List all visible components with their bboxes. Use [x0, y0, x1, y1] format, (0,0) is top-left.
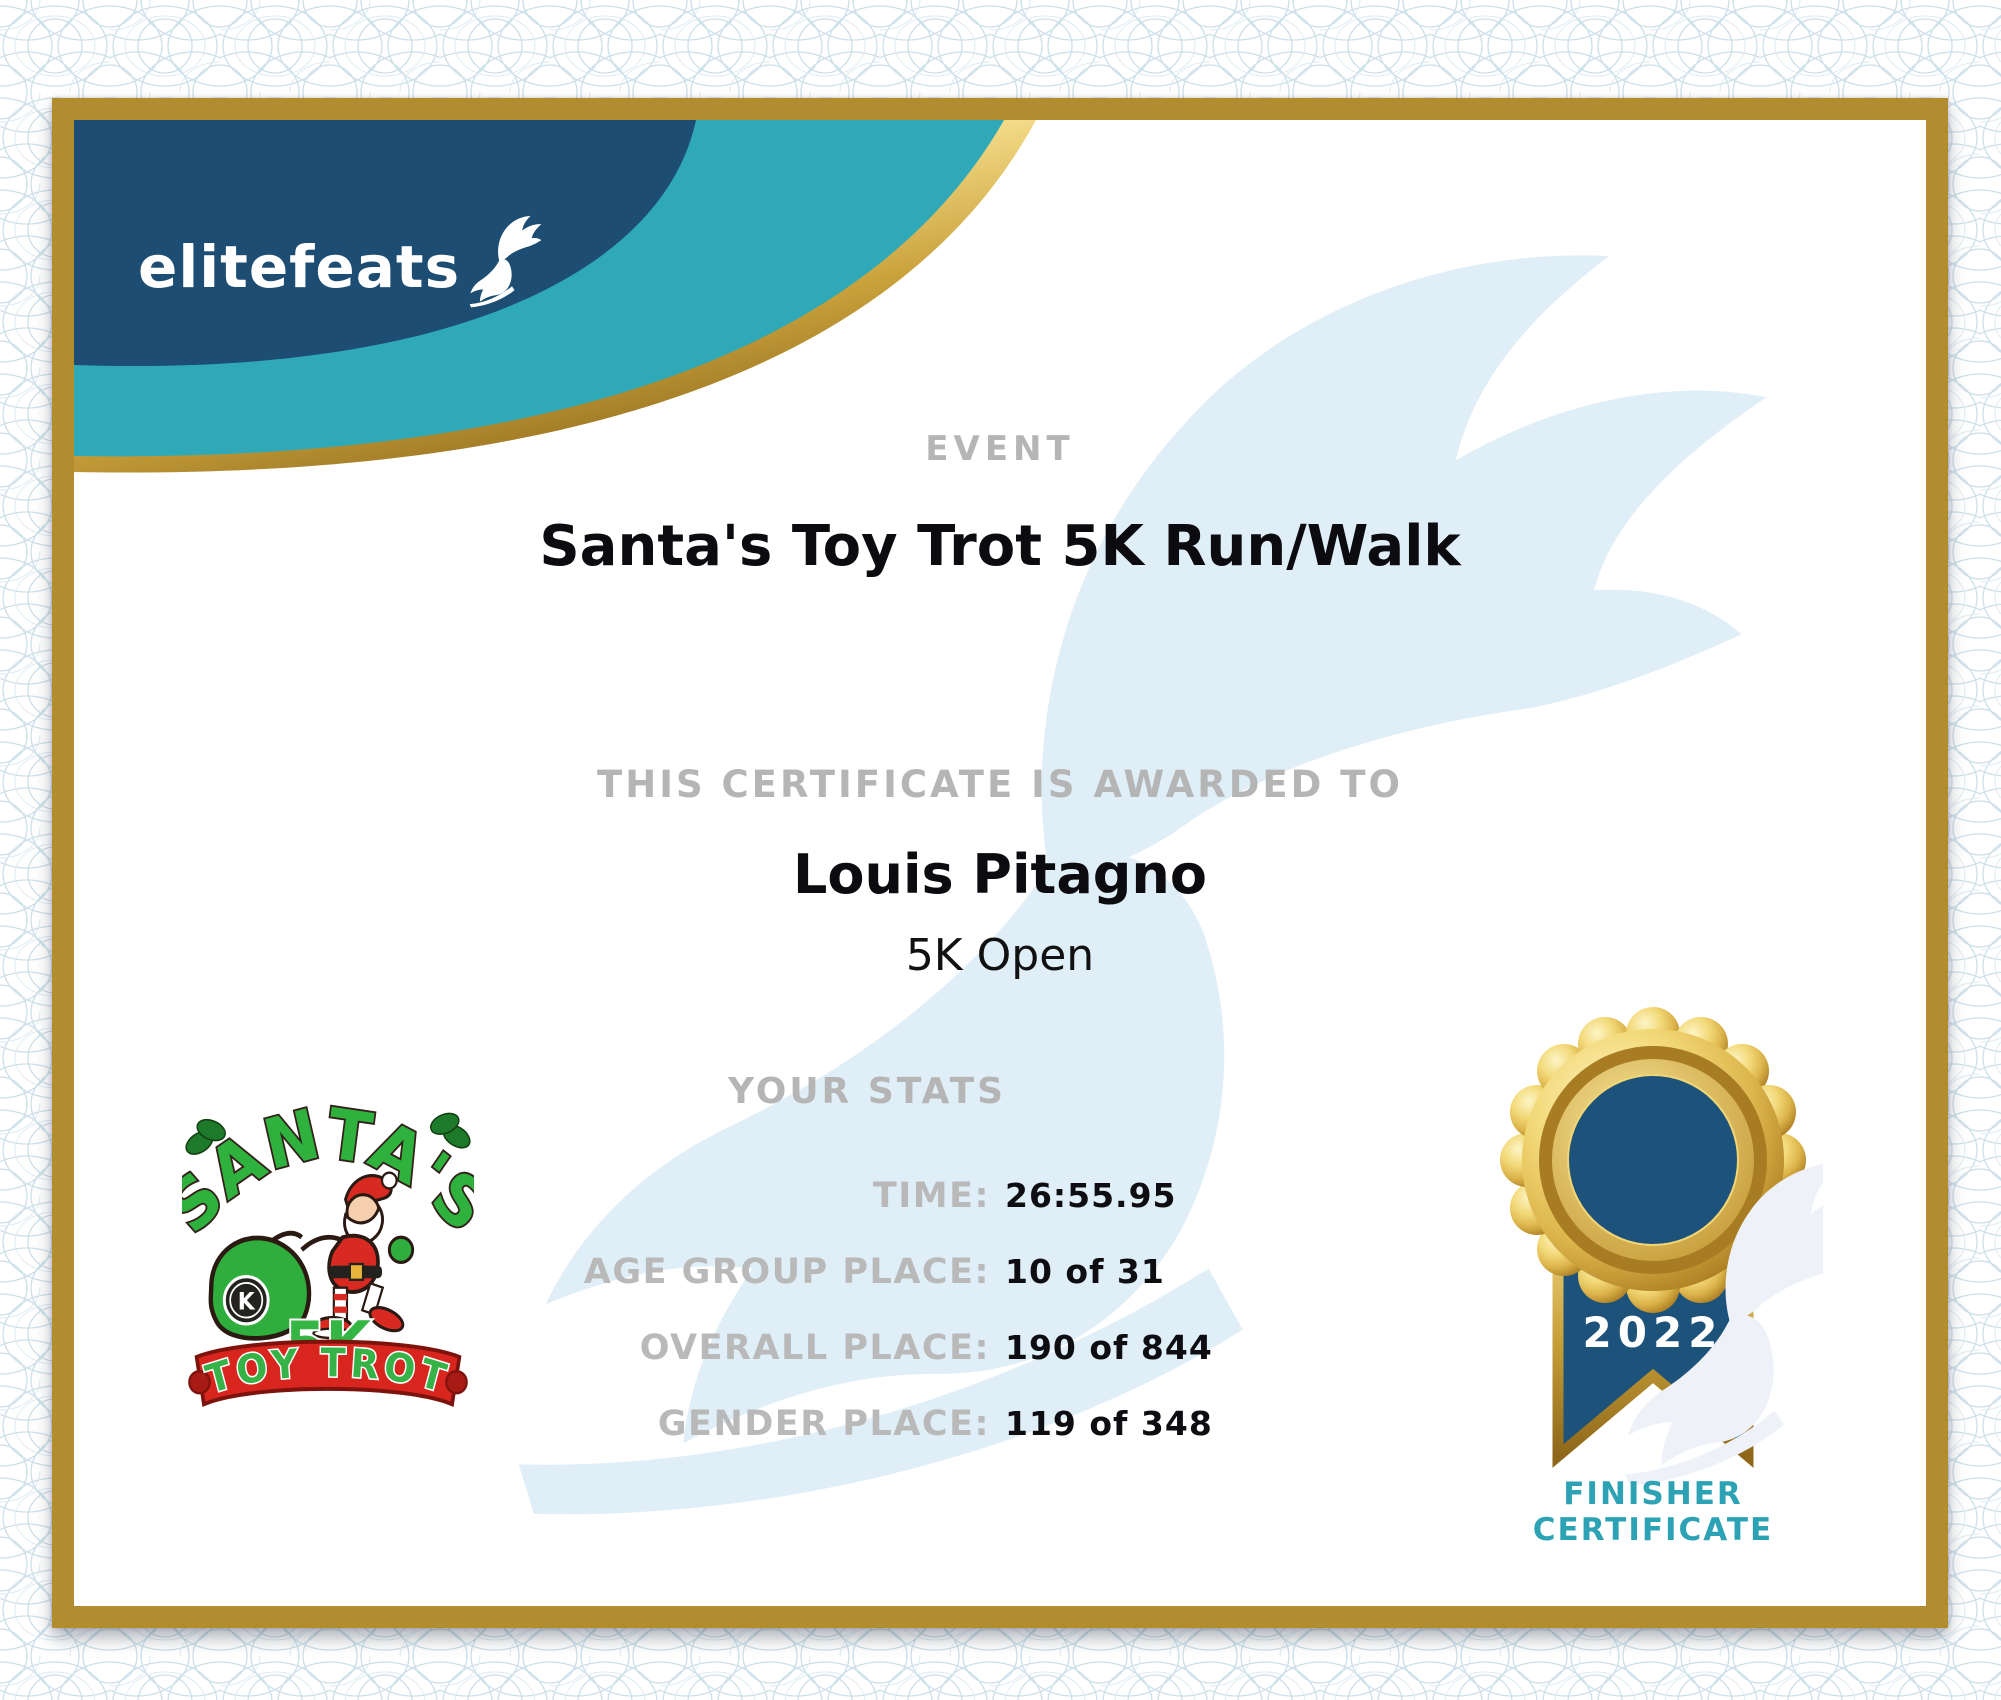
stat-label-overall-place: OVERALL PLACE: — [639, 1328, 990, 1368]
toy-trot-banner: TOY TROT — [188, 1338, 468, 1407]
caption-line-finisher: FINISHER — [1563, 1476, 1743, 1512]
holly-decoration — [185, 1112, 471, 1155]
santa-arc-text: SANTA'S — [182, 1093, 474, 1249]
stats-title: YOUR STATS — [727, 1071, 1007, 1112]
gold-frame: elitefeats EVENT Santa's Toy Trot 5K Run… — [52, 98, 1948, 1628]
stats-list: TIME: 26:55.95 AGE GROUP PLACE: 10 of 31… — [74, 1158, 1926, 1462]
banner-text: TOY TROT — [201, 1340, 455, 1403]
santas-toy-trot-event-logo: SANTA'S K — [182, 1091, 474, 1407]
event-title: Santa's Toy Trot 5K Run/Walk — [539, 514, 1461, 579]
finisher-medal-badge: 2022 — [1500, 1007, 1823, 1560]
stat-value-time: 26:55.95 — [1005, 1176, 1177, 1215]
stat-label-time: TIME: — [872, 1176, 990, 1216]
header-swoosh-decoration — [74, 120, 1036, 473]
running-santa — [300, 1171, 415, 1340]
awarded-label: THIS CERTIFICATE IS AWARDED TO — [597, 763, 1403, 806]
division-name: 5K Open — [905, 930, 1095, 981]
stat-value-gender-place: 119 of 348 — [1005, 1404, 1213, 1443]
recipient-name: Louis Pitagno — [793, 843, 1207, 906]
stat-value-overall-place: 190 of 844 — [1005, 1328, 1213, 1367]
medal-rosette — [1500, 1007, 1823, 1486]
medal-year: 2022 — [1583, 1308, 1724, 1357]
brand-name: elitefeats — [138, 233, 461, 301]
stat-value-age-group-place: 10 of 31 — [1005, 1252, 1165, 1291]
finisher-certificate-caption: FINISHER CERTIFICATE — [1483, 1476, 1823, 1548]
stat-label-age-group-place: AGE GROUP PLACE: — [583, 1252, 990, 1292]
stat-label-gender-place: GENDER PLACE: — [657, 1404, 990, 1444]
toy-sack: K — [208, 1230, 312, 1341]
winged-foot-icon — [464, 212, 542, 308]
kiwanis-badge-letter: K — [238, 1289, 256, 1316]
event-label: EVENT — [925, 429, 1075, 469]
caption-line-certificate: CERTIFICATE — [1532, 1512, 1774, 1548]
brand-logo: elitefeats — [138, 238, 542, 308]
